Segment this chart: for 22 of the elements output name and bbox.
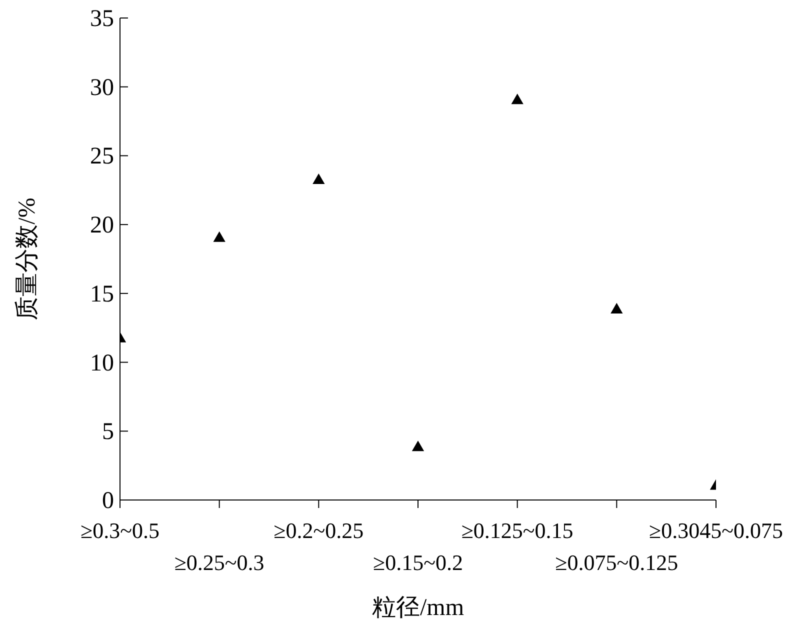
x-tick-label: ≥0.25~0.3 [174, 550, 264, 575]
x-tick-label: ≥0.3~0.5 [80, 518, 160, 543]
point [412, 440, 424, 452]
point [213, 231, 226, 242]
y-tick-label: 5 [102, 419, 114, 446]
y-tick-label: 25 [90, 144, 114, 170]
point [312, 173, 325, 184]
y-tick-label: 15 [90, 281, 114, 308]
y-tick-label: 10 [90, 350, 114, 376]
point [511, 94, 524, 104]
y-tick-label: 0 [102, 488, 114, 514]
x-tick-label: ≥0.125~0.15 [461, 518, 574, 543]
y-tick-label: 35 [90, 6, 114, 32]
y-tick-label: 20 [90, 212, 114, 239]
y-axis-title: 质量分数/% [14, 198, 41, 320]
y-tick-label: 30 [90, 74, 114, 101]
x-tick-label: ≥0.075~0.125 [555, 550, 678, 575]
point [610, 302, 623, 314]
x-tick-label: ≥0.2~0.25 [274, 518, 364, 543]
x-axis-title: 粒径/mm [372, 595, 464, 621]
x-tick-label: ≥0.15~0.2 [373, 550, 463, 575]
x-tick-label: ≥0.3045~0.075 [649, 518, 783, 543]
